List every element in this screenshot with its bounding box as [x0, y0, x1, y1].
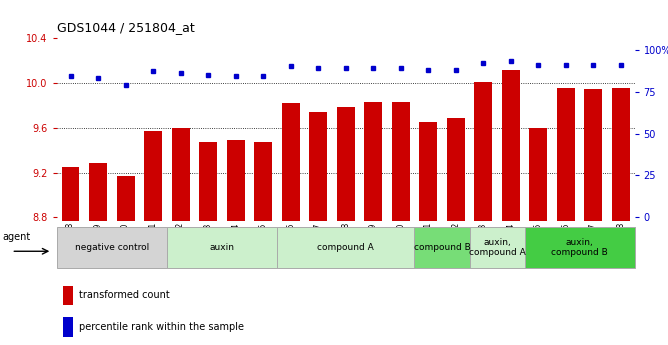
Bar [172, 128, 190, 221]
Bar [309, 112, 327, 221]
Bar [470, 227, 524, 268]
Bar [612, 88, 630, 221]
Text: transformed count: transformed count [79, 290, 170, 300]
Bar [255, 142, 272, 221]
Bar [557, 88, 574, 221]
Bar [420, 122, 437, 221]
Bar [337, 107, 355, 221]
Bar [199, 142, 217, 221]
Text: compound B: compound B [413, 243, 470, 252]
Text: auxin: auxin [209, 243, 234, 252]
Bar [277, 227, 414, 268]
Bar [89, 162, 107, 221]
Bar [584, 89, 603, 221]
Text: agent: agent [3, 232, 31, 242]
Bar [117, 176, 134, 221]
Bar [57, 227, 167, 268]
Text: negative control: negative control [75, 243, 149, 252]
Bar [414, 227, 470, 268]
Text: auxin,
compound B: auxin, compound B [551, 238, 608, 257]
Bar [391, 102, 409, 221]
Bar [502, 70, 520, 221]
Bar [167, 227, 277, 268]
Bar [282, 104, 300, 221]
Bar [61, 167, 79, 221]
Bar [524, 227, 635, 268]
Bar [63, 286, 73, 305]
Bar [144, 131, 162, 221]
Bar [63, 317, 73, 337]
Text: auxin,
compound A: auxin, compound A [469, 238, 526, 257]
Bar [447, 118, 465, 221]
Text: GDS1044 / 251804_at: GDS1044 / 251804_at [57, 21, 194, 34]
Bar [364, 102, 382, 221]
Text: compound A: compound A [317, 243, 374, 252]
Bar [226, 140, 244, 221]
Bar [529, 128, 547, 221]
Bar [474, 82, 492, 221]
Text: percentile rank within the sample: percentile rank within the sample [79, 322, 244, 332]
